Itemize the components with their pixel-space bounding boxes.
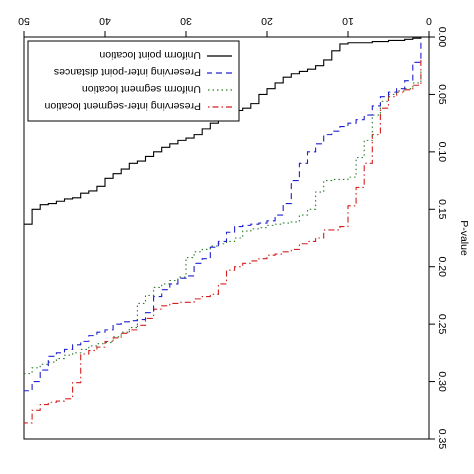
x-tick-label: 10 [342, 15, 354, 27]
y-tick-label: 0.05 [436, 84, 448, 105]
x-tick-label: 0 [426, 15, 432, 27]
x-axis: 0 10 20 30 40 50 [18, 15, 432, 37]
y-axis-title: P-value [458, 220, 470, 256]
legend: Preserving inter-segment location Uniform… [27, 40, 240, 122]
y-tick-label: 0.20 [436, 256, 448, 277]
x-tick-label: 40 [99, 15, 111, 27]
legend-label-1: Uniform segment location [82, 83, 201, 95]
x-tick-label: 30 [180, 15, 192, 27]
series-line-0 [24, 59, 422, 424]
series-layer [24, 37, 422, 424]
y-tick-label: 0.25 [436, 314, 448, 335]
y-tick-label: 0.15 [436, 199, 448, 220]
y-tick-label: 0.00 [436, 27, 448, 48]
y-tick-label: 0.30 [436, 371, 448, 392]
legend-label-0: Preserving inter-segment location [44, 100, 201, 112]
y-tick-label: 0.35 [436, 429, 448, 450]
legend-label-3: Uniform point location [99, 49, 201, 61]
plot-border [23, 36, 430, 440]
legend-box [27, 40, 240, 122]
y-tick-label: 0.10 [436, 142, 448, 163]
series-line-3 [24, 37, 422, 225]
x-tick-label: 20 [261, 15, 273, 27]
chart-rotated-frame: 0 10 20 30 40 50 0.00 0.05 0.10 0.15 0.20 0.25 0.30… [18, 15, 470, 449]
series-line-2 [24, 42, 422, 392]
series-line-1 [24, 71, 422, 375]
y-axis: 0.00 0.05 0.10 0.15 0.20 0.25 0.30 0.35 [429, 27, 448, 450]
legend-label-2: Preserving inter-point distances [54, 66, 201, 78]
x-tick-label: 50 [18, 15, 30, 27]
